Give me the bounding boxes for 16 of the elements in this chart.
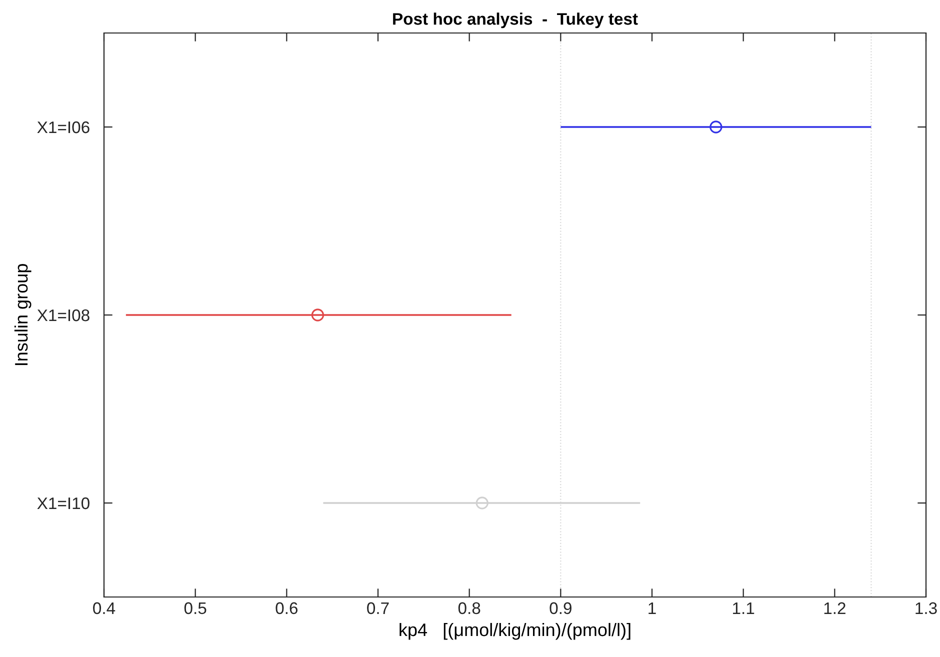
x-tick-label: 1 xyxy=(648,602,656,614)
x-tick-label: 0.8 xyxy=(458,602,480,614)
x-tick-label: 0.9 xyxy=(550,602,572,614)
x-tick-label: 0.5 xyxy=(184,602,206,614)
x-tick-label: 1.1 xyxy=(733,602,754,614)
x-tick-label: 1.3 xyxy=(916,602,937,614)
chart-title: Post hoc analysis - Tukey test xyxy=(393,12,638,28)
y-axis-title: Insulin group xyxy=(14,264,32,366)
x-tick-label: 0.6 xyxy=(276,602,298,614)
x-tick-label: 0.4 xyxy=(93,602,116,614)
x-axis-title: kp4 [(μmol/kig/min)/(pmol/l)] xyxy=(400,622,630,640)
x-tick-label: 1.2 xyxy=(824,602,846,614)
y-tick-label: X1=I06 xyxy=(37,121,90,134)
y-tick-label: X1=I10 xyxy=(37,497,90,510)
x-tick-label: 0.7 xyxy=(367,602,389,614)
y-tick-label: X1=I08 xyxy=(37,309,90,322)
